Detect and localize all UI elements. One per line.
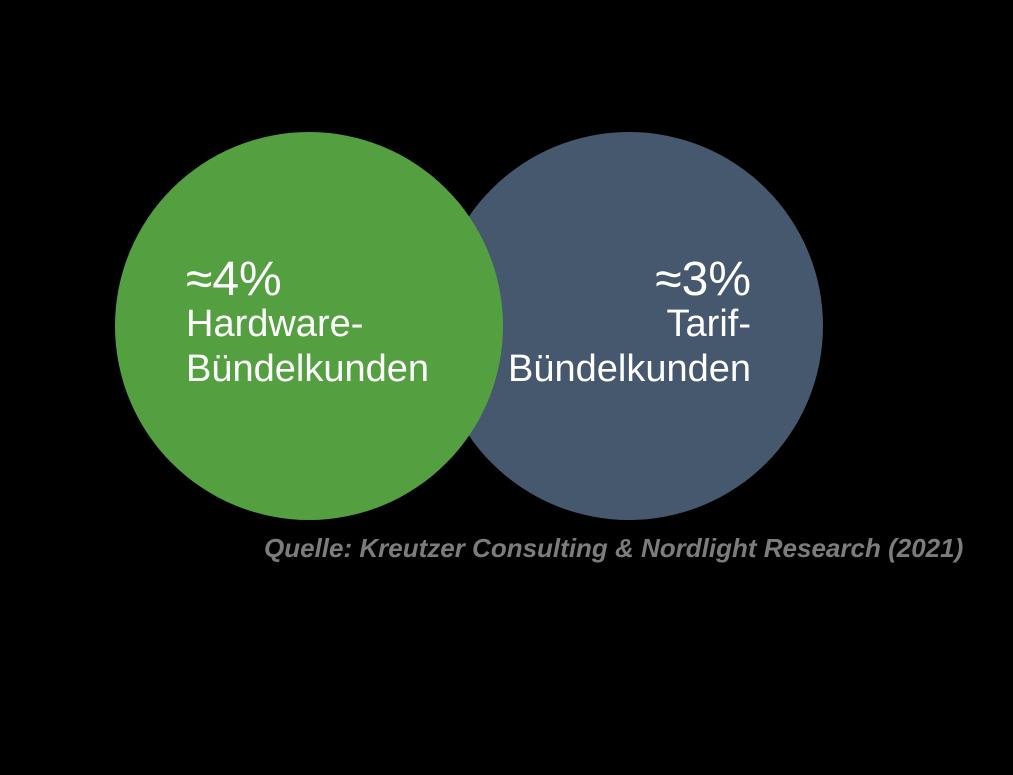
tarif-circle-label: ≈3% Tarif- Bündelkunden [508, 253, 751, 392]
hardware-value: ≈4% [186, 253, 282, 306]
source-caption: Quelle: Kreutzer Consulting & Nordlight … [264, 533, 964, 563]
tarif-label-line1: Tarif- [666, 303, 751, 345]
hardware-circle-label: ≈4% Hardware- Bündelkunden [186, 253, 429, 392]
tarif-value: ≈3% [655, 253, 751, 306]
hardware-circle [115, 132, 503, 520]
tarif-label-line2: Bündelkunden [508, 348, 751, 390]
hardware-label-line2: Bündelkunden [186, 348, 429, 390]
hardware-label-line1: Hardware- [186, 303, 364, 345]
